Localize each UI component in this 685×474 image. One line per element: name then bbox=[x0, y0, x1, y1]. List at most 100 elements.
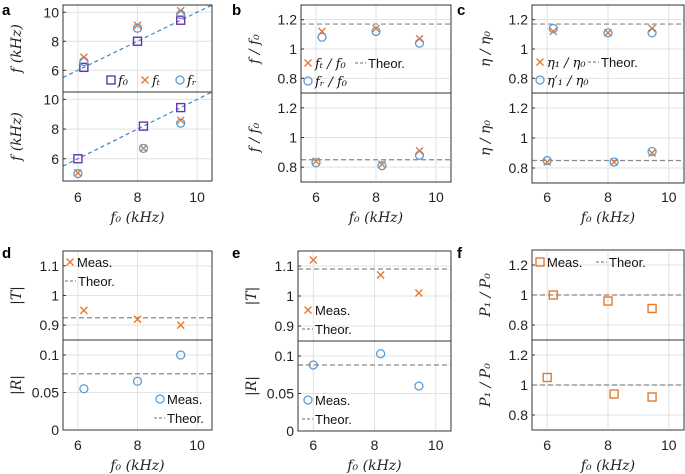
y-tick-label: 6 bbox=[51, 62, 59, 78]
x-axis-label: f₀ (kHz) bbox=[348, 210, 403, 226]
x-tick-label: 6 bbox=[74, 437, 82, 453]
y-axis-label: f / f₀ bbox=[247, 34, 263, 65]
x-axis-label: f₀ (kHz) bbox=[346, 458, 401, 474]
y-tick-label: 0.8 bbox=[509, 317, 529, 333]
y-tick-label: 1.2 bbox=[509, 12, 529, 28]
y-tick-label: 1 bbox=[520, 130, 528, 146]
y-axis-label: |R| bbox=[244, 376, 260, 396]
data-point-square bbox=[647, 303, 657, 314]
x-tick-label: 8 bbox=[604, 437, 612, 453]
legend-marker-x bbox=[66, 258, 74, 266]
legend-label: Theor. bbox=[315, 412, 352, 427]
legend-label: Theor. bbox=[601, 55, 638, 70]
data-point-circle bbox=[176, 118, 186, 128]
y-tick-label: 0.05 bbox=[267, 386, 294, 402]
data-point-square bbox=[176, 102, 186, 113]
y-tick-label: 0 bbox=[286, 423, 294, 439]
legend-label: η₁ / η₀ bbox=[547, 56, 586, 71]
x-tick-label: 8 bbox=[604, 189, 612, 205]
x-tick-label: 6 bbox=[74, 189, 82, 205]
panel-label: a bbox=[2, 2, 11, 19]
panel-b: b 0.8 1 1.2 f / f₀ fₜ / f₀ Theor. fᵣ / f₀ 0.8 1 1.… bbox=[232, 2, 452, 226]
data-point-circle bbox=[603, 28, 613, 38]
data-point-x bbox=[176, 116, 185, 125]
data-point-square bbox=[176, 15, 186, 25]
data-point-x bbox=[139, 144, 148, 153]
legend-label: fᵣ bbox=[186, 74, 197, 89]
data-point-x bbox=[372, 24, 380, 33]
data-point-circle bbox=[311, 158, 321, 168]
subplot-a-bottom: 6 8 10 f (kHz) bbox=[9, 91, 213, 182]
data-point-circle bbox=[176, 9, 186, 20]
y-tick-label: 0.9 bbox=[275, 318, 295, 334]
data-point-circle bbox=[542, 155, 552, 166]
legend-label: Meas. bbox=[315, 393, 350, 408]
data-point-circle bbox=[414, 381, 424, 391]
subplot-c-top: 0.8 1 1.2 η / η₀ η₁ / η₀ Theor. η′₁ / η₀ bbox=[478, 4, 685, 94]
subplot-e-top: 0.9 1 1.1 |T| Meas. Theor. bbox=[244, 250, 452, 342]
y-axis-label: |T| bbox=[9, 286, 25, 305]
data-point-circle bbox=[647, 28, 657, 38]
panel-a: a 6 8 10 f (kHz) f₀ fₜ fᵣ 6 8 10 f (kHz) 6 8 10 f₀ (kHz… bbox=[2, 2, 213, 226]
x-tick-label: 6 bbox=[543, 437, 551, 453]
subplot-c-bottom: 0.8 1 1.2 η / η₀ bbox=[478, 92, 685, 184]
legend-marker-x bbox=[304, 306, 312, 314]
x-tick-label: 10 bbox=[661, 189, 677, 205]
data-point-square bbox=[647, 392, 657, 402]
y-tick-label: 1.2 bbox=[509, 100, 529, 116]
panel-label: c bbox=[457, 2, 465, 19]
data-point-square bbox=[79, 62, 89, 73]
y-tick-label: 0.9 bbox=[40, 317, 60, 333]
y-tick-label: 0 bbox=[51, 422, 59, 438]
y-tick-label: 1 bbox=[520, 41, 528, 57]
y-tick-label: 1.2 bbox=[278, 12, 298, 28]
y-tick-label: 0.1 bbox=[275, 348, 295, 364]
data-point-square bbox=[609, 389, 619, 399]
y-tick-label: 0.8 bbox=[509, 70, 529, 86]
y-tick-label: 0.1 bbox=[40, 347, 60, 363]
plot-area bbox=[63, 350, 212, 394]
plot-area bbox=[301, 23, 451, 48]
x-tick-label: 6 bbox=[309, 437, 317, 453]
data-point-x bbox=[309, 256, 318, 264]
data-point-circle bbox=[414, 150, 425, 160]
plot-area bbox=[63, 92, 212, 179]
x-tick-label: 6 bbox=[543, 189, 551, 205]
data-point-square bbox=[603, 296, 613, 306]
y-tick-label: 1.2 bbox=[278, 100, 298, 116]
x-tick-label: 8 bbox=[371, 437, 379, 453]
data-point-square bbox=[73, 154, 83, 164]
legend-marker-circle bbox=[535, 75, 545, 85]
panel-e: e 0.9 1 1.1 |T| Meas. Theor. 0 0.05 0.1 |R| Meas. Th… bbox=[232, 245, 452, 474]
data-point-circle bbox=[138, 143, 149, 154]
y-tick-label: 0.05 bbox=[32, 385, 59, 401]
y-axis-label: f / f₀ bbox=[247, 122, 263, 153]
legend-label: Meas. bbox=[315, 303, 350, 318]
legend-marker-square bbox=[535, 257, 545, 267]
data-point-circle bbox=[308, 360, 318, 370]
panel-label: d bbox=[2, 245, 11, 262]
y-axis-label: η / η₀ bbox=[478, 120, 494, 156]
legend-label: Theor. bbox=[368, 56, 405, 71]
subplot-d-bottom: 0 0.05 0.1 |R| Meas. Theor. bbox=[9, 339, 213, 438]
legend-label: Theor. bbox=[78, 274, 115, 289]
data-point-x bbox=[549, 27, 558, 36]
plot-area bbox=[298, 349, 451, 391]
y-axis-label: f (kHz) bbox=[9, 24, 25, 74]
panel-c: c 0.8 1 1.2 η / η₀ η₁ / η₀ Theor. η′₁ / η₀ 0.8 1 1… bbox=[457, 2, 685, 226]
data-point-circle bbox=[79, 56, 89, 67]
panel-f: f 0.8 1 1.2 P₁ / P₀ Meas. Theor. 0.8 1 1.2 P₁ / P₀… bbox=[457, 245, 685, 474]
x-axis-label: f₀ (kHz) bbox=[580, 458, 635, 474]
legend-marker-circle bbox=[155, 394, 165, 404]
y-tick-label: 0.8 bbox=[509, 407, 529, 423]
data-point-circle bbox=[647, 146, 657, 157]
data-point-square bbox=[138, 121, 149, 131]
y-tick-label: 0.8 bbox=[509, 160, 529, 176]
axes-box bbox=[300, 92, 452, 183]
legend-label: Theor. bbox=[609, 255, 646, 270]
panel-label: b bbox=[232, 2, 241, 19]
legend-marker-circle bbox=[303, 395, 313, 405]
legend-marker-circle bbox=[175, 75, 185, 85]
axes-box bbox=[62, 339, 213, 431]
